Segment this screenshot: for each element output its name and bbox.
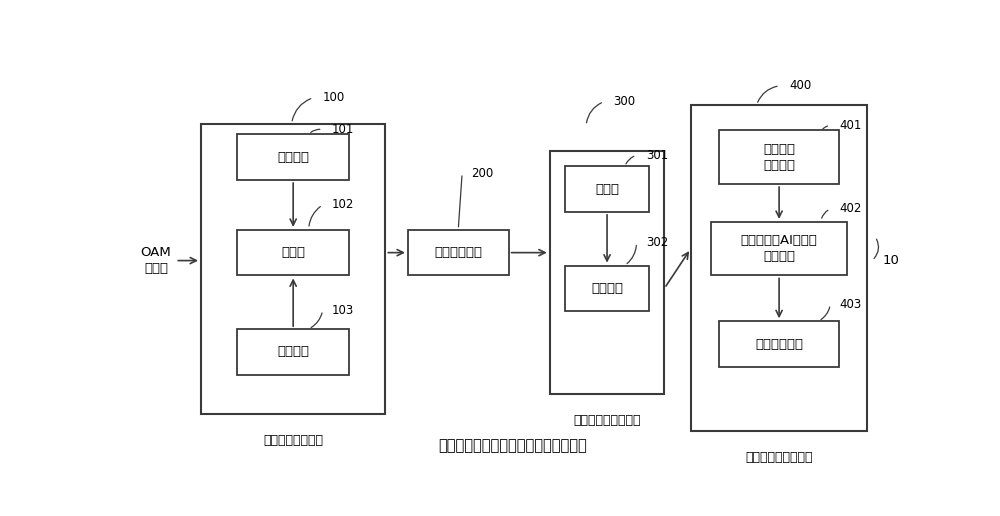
Bar [719,321,839,367]
Text: 图像接收与采集模块: 图像接收与采集模块 [573,414,641,427]
Text: 10: 10 [883,254,900,267]
Text: 403: 403 [840,298,862,311]
Text: 基于人工智能的涡旋电子模态识别系统: 基于人工智能的涡旋电子模态识别系统 [438,438,587,453]
Text: 超导磁体: 超导磁体 [277,346,309,359]
Bar [550,151,664,394]
Text: 102: 102 [332,199,354,212]
Bar [691,105,867,431]
Bar [565,166,649,212]
Text: 训练数据
制备模块: 训练数据 制备模块 [763,143,795,172]
Bar [237,135,349,180]
Text: 高压电源: 高压电源 [277,151,309,164]
Text: 模态识别模块: 模态识别模块 [755,337,803,350]
Text: 回旋管: 回旋管 [281,246,305,259]
Text: 荧光屏: 荧光屏 [595,183,619,196]
Text: 401: 401 [840,119,862,132]
Text: 400: 400 [789,79,811,92]
Text: 人工智能（AI）模型
训练模块: 人工智能（AI）模型 训练模块 [741,234,818,263]
Text: 200: 200 [471,167,494,180]
Bar [408,230,509,276]
Text: OAM
电磁波: OAM 电磁波 [141,246,171,275]
Bar [565,266,649,311]
Text: 103: 103 [332,304,354,317]
Text: 涡旋电子产生模块: 涡旋电子产生模块 [263,434,323,447]
Text: 101: 101 [332,123,354,136]
Text: 高速相机: 高速相机 [591,282,623,295]
Text: 300: 300 [613,95,635,108]
Bar [237,329,349,375]
Bar [237,230,349,276]
Text: 数据处理和识别模块: 数据处理和识别模块 [745,452,813,464]
Bar [201,123,385,413]
Bar [711,222,847,276]
Text: 402: 402 [840,202,862,215]
Bar [719,131,839,184]
Text: 301: 301 [646,149,668,162]
Text: 100: 100 [323,91,345,104]
Text: 302: 302 [646,236,668,249]
Text: 衍射放大模块: 衍射放大模块 [434,246,482,259]
